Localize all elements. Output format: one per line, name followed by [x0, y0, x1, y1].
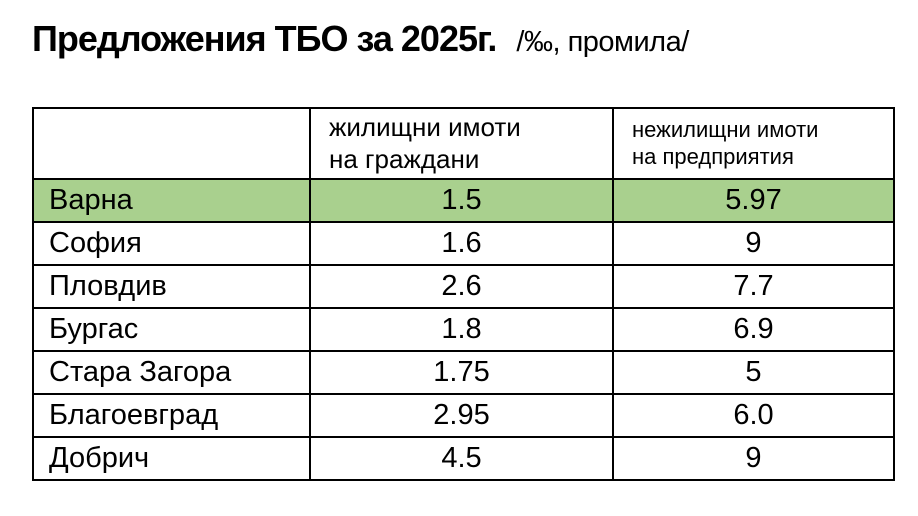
table-row-dobrich: Добрич 4.5 9 [32, 436, 895, 481]
residential-value-cell: 1.75 [309, 350, 614, 395]
city-cell: Благоевград [32, 393, 311, 438]
page-title: Предложения ТБО за 2025г. /‰, промила/ [32, 18, 689, 60]
city-cell: Бургас [32, 307, 311, 352]
city-cell: Пловдив [32, 264, 311, 309]
residential-value-cell: 1.6 [309, 221, 614, 266]
title-text: Предложения ТБО за 2025г. [32, 18, 497, 59]
city-cell: Стара Загора [32, 350, 311, 395]
header-cell-residential: жилищни имоти на граждани [309, 107, 614, 180]
residential-value-cell: 1.5 [309, 178, 614, 223]
nonresidential-value-cell: 5.97 [612, 178, 895, 223]
nonresidential-value-cell: 9 [612, 436, 895, 481]
table-header-row: жилищни имоти на граждани нежилищни имот… [32, 107, 895, 180]
nonresidential-value-cell: 7.7 [612, 264, 895, 309]
table-row-varna: Варна 1.5 5.97 [32, 178, 895, 223]
header-cell-city [32, 107, 311, 180]
table-row-plovdiv: Пловдив 2.6 7.7 [32, 264, 895, 309]
nonresidential-value-cell: 6.9 [612, 307, 895, 352]
nonresidential-value-cell: 9 [612, 221, 895, 266]
tbo-rates-table: жилищни имоти на граждани нежилищни имот… [32, 107, 895, 481]
city-cell: Добрич [32, 436, 311, 481]
residential-value-cell: 4.5 [309, 436, 614, 481]
nonresidential-value-cell: 5 [612, 350, 895, 395]
residential-value-cell: 2.95 [309, 393, 614, 438]
city-cell: София [32, 221, 311, 266]
residential-value-cell: 1.8 [309, 307, 614, 352]
table-row-sofia: София 1.6 9 [32, 221, 895, 266]
city-cell: Варна [32, 178, 311, 223]
title-unit-note: /‰, промила/ [516, 26, 689, 58]
table-row-burgas: Бургас 1.8 6.9 [32, 307, 895, 352]
table-row-blagoevgrad: Благоевград 2.95 6.0 [32, 393, 895, 438]
table-row-stara-zagora: Стара Загора 1.75 5 [32, 350, 895, 395]
header-cell-nonresidential: нежилищни имоти на предприятия [612, 107, 895, 180]
nonresidential-value-cell: 6.0 [612, 393, 895, 438]
header-residential-label: жилищни имоти на граждани [329, 111, 521, 174]
header-nonresidential-label: нежилищни имоти на предприятия [632, 116, 819, 169]
residential-value-cell: 2.6 [309, 264, 614, 309]
